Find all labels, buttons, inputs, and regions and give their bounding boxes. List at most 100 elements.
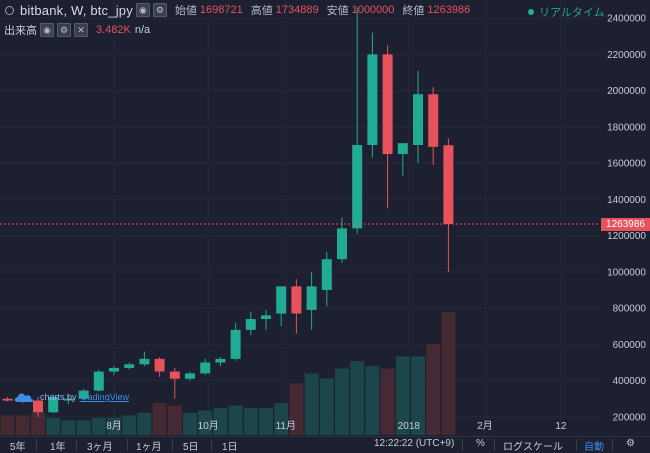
open-label: 始値 xyxy=(174,5,197,17)
time-tick-label: 2月 xyxy=(477,420,493,432)
volume-bar xyxy=(91,417,106,435)
volume-na: n/a xyxy=(134,24,151,36)
branding-prefix: charts by xyxy=(40,392,77,402)
range-1m-button[interactable]: 1ヶ月 xyxy=(136,442,162,453)
volume-bar xyxy=(395,356,410,435)
volume-bar xyxy=(289,383,304,435)
volume-bar xyxy=(137,412,152,435)
settings-icon[interactable]: ⚙ xyxy=(57,23,71,37)
volume-bar xyxy=(426,343,441,435)
candle-body xyxy=(245,319,256,330)
volume-bar xyxy=(304,373,319,435)
volume-bar xyxy=(274,403,289,435)
volume-bar xyxy=(183,412,197,435)
price-tick-label: 2000000 xyxy=(607,86,646,97)
close-icon[interactable]: ✕ xyxy=(74,23,88,37)
price-tick-label: 2400000 xyxy=(607,14,646,25)
price-tick-label: 1600000 xyxy=(607,159,646,170)
high-label: 高値 xyxy=(250,5,273,17)
symbol-title[interactable]: bitbank, W, btc_jpy xyxy=(20,2,133,18)
candle-body xyxy=(215,358,226,363)
divider xyxy=(76,439,77,450)
candle-body xyxy=(200,362,211,374)
candle-body xyxy=(337,228,347,260)
candle-body xyxy=(48,396,59,413)
candle-body xyxy=(428,94,439,147)
symbol-status-icon xyxy=(5,5,14,15)
low-value: 1000000 xyxy=(351,4,395,16)
realtime-dot-icon xyxy=(528,9,534,15)
time-tick-label: 12 xyxy=(555,421,567,432)
candle-body xyxy=(352,145,363,229)
price-tick-label: 400000 xyxy=(613,376,647,387)
time-tick-label: 2018 xyxy=(398,421,421,432)
candle-body xyxy=(230,329,241,359)
price-tick-label: 1000000 xyxy=(607,267,646,278)
divider xyxy=(211,439,212,450)
volume-bar xyxy=(76,420,91,435)
price-tick-label: 2200000 xyxy=(607,50,646,61)
divider xyxy=(612,439,613,450)
tradingview-branding[interactable]: charts by TradingView xyxy=(14,391,129,403)
price-axis[interactable]: 200000 400000 600000 800000 1000000 1200000 14… xyxy=(607,14,646,424)
low-label: 安値 xyxy=(326,5,349,17)
volume-bar xyxy=(152,403,167,435)
candle-body xyxy=(139,358,150,365)
volume-bar xyxy=(107,417,121,435)
candle-body xyxy=(124,364,135,368)
price-tick-label: 600000 xyxy=(613,340,647,351)
range-1d-button[interactable]: 1日 xyxy=(222,442,238,453)
tradingview-link[interactable]: TradingView xyxy=(79,392,130,402)
candle-body xyxy=(382,54,393,155)
volume-legend: 出来高 ◉ ⚙ ✕ 3.482K n/a xyxy=(0,21,150,39)
current-price-tag: 1263986 xyxy=(601,217,650,231)
price-tick-label: 1400000 xyxy=(607,195,646,206)
candle-body xyxy=(443,145,454,225)
eye-icon[interactable]: ◉ xyxy=(40,23,54,37)
volume-bar xyxy=(198,410,213,435)
time-axis[interactable]: 8月 10月 11月 2018 2月 12 xyxy=(106,420,567,432)
range-1y-button[interactable]: 1年 xyxy=(50,442,66,453)
volume-bar xyxy=(350,361,365,435)
volume-bar xyxy=(228,405,243,435)
candle-body xyxy=(397,143,408,155)
volume-label[interactable]: 出来高 xyxy=(4,25,37,37)
auto-scale-button[interactable]: 自動 xyxy=(584,442,604,453)
candle-body xyxy=(367,54,378,145)
gear-icon[interactable]: ⚙ xyxy=(626,438,635,449)
open-value: 1698721 xyxy=(199,4,243,16)
candle-body xyxy=(261,315,271,319)
volume-bar xyxy=(213,407,228,435)
eye-icon[interactable]: ◉ xyxy=(135,3,150,17)
price-tick-label: 800000 xyxy=(613,304,647,315)
range-3m-button[interactable]: 3ヶ月 xyxy=(87,442,113,453)
candle-body xyxy=(291,286,302,314)
settings-icon[interactable]: ⚙ xyxy=(152,3,167,17)
realtime-label: リアルタイム xyxy=(539,7,605,19)
volume-bar xyxy=(259,407,273,435)
volume-bar xyxy=(167,405,182,435)
high-value: 1734889 xyxy=(275,4,319,16)
candle-body xyxy=(33,400,43,413)
range-5d-button[interactable]: 5日 xyxy=(183,442,199,453)
volume-bar xyxy=(46,417,61,435)
percent-button[interactable]: % xyxy=(476,438,485,449)
price-tick-label: 1200000 xyxy=(607,231,646,242)
time-tick-label: 11月 xyxy=(276,420,296,432)
volume-bar xyxy=(0,415,15,435)
time-tick-label: 10月 xyxy=(198,420,219,432)
candle-body xyxy=(63,398,74,401)
volume-bar xyxy=(380,368,395,435)
volume-bar xyxy=(31,412,45,435)
log-scale-button[interactable]: ログスケール xyxy=(503,442,563,453)
volume-bars xyxy=(0,312,456,435)
candle-body xyxy=(78,390,89,399)
range-5y-button[interactable]: 5年 xyxy=(10,442,26,453)
candle-body xyxy=(2,398,13,401)
volume-bar xyxy=(319,378,334,435)
close-value: 1263986 xyxy=(427,4,471,16)
divider xyxy=(172,439,173,450)
candle-body xyxy=(169,371,180,379)
clock-time[interactable]: 12:22:22 (UTC+9) xyxy=(374,438,455,449)
